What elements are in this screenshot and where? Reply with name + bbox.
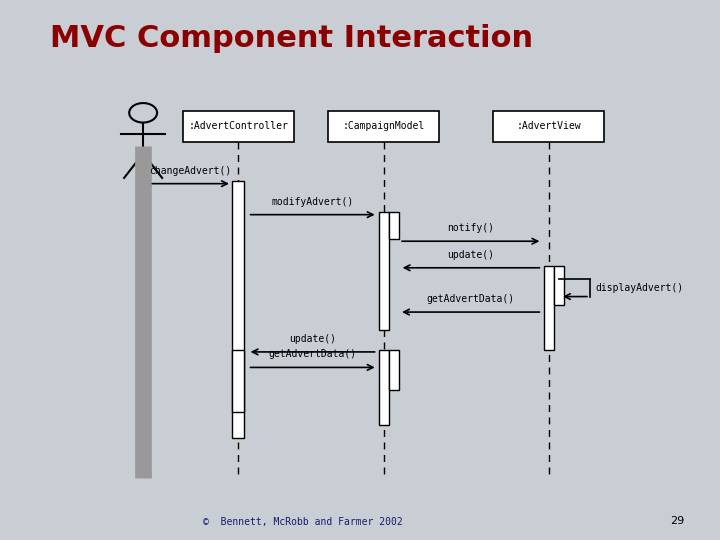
Text: :AdvertController: :AdvertController <box>188 121 288 131</box>
Text: update(): update() <box>448 250 495 260</box>
Bar <box>379 212 389 330</box>
Bar <box>493 111 604 141</box>
Text: :CampaignModel: :CampaignModel <box>343 121 425 131</box>
Bar <box>389 212 399 239</box>
Text: ©  Bennett, McRobb and Farmer 2002: © Bennett, McRobb and Farmer 2002 <box>202 516 402 526</box>
Text: :AdvertView: :AdvertView <box>516 121 581 131</box>
Bar <box>389 350 399 389</box>
Text: MVC Component Interaction: MVC Component Interaction <box>50 24 534 53</box>
Text: getAdvertData(): getAdvertData() <box>269 349 356 360</box>
Bar <box>379 350 389 425</box>
Bar <box>328 111 439 141</box>
Text: changeAdvert(): changeAdvert() <box>150 166 232 176</box>
Text: modifyAdvert(): modifyAdvert() <box>271 197 354 207</box>
Bar <box>233 181 244 438</box>
Text: notify(): notify() <box>447 223 494 233</box>
Text: displayAdvert(): displayAdvert() <box>595 283 683 293</box>
Bar <box>554 266 564 306</box>
Text: update(): update() <box>289 334 336 344</box>
Text: 29: 29 <box>670 516 684 526</box>
Bar <box>544 266 554 350</box>
Bar <box>183 111 294 141</box>
Text: getAdvertData(): getAdvertData() <box>427 294 515 304</box>
Bar <box>233 350 244 411</box>
